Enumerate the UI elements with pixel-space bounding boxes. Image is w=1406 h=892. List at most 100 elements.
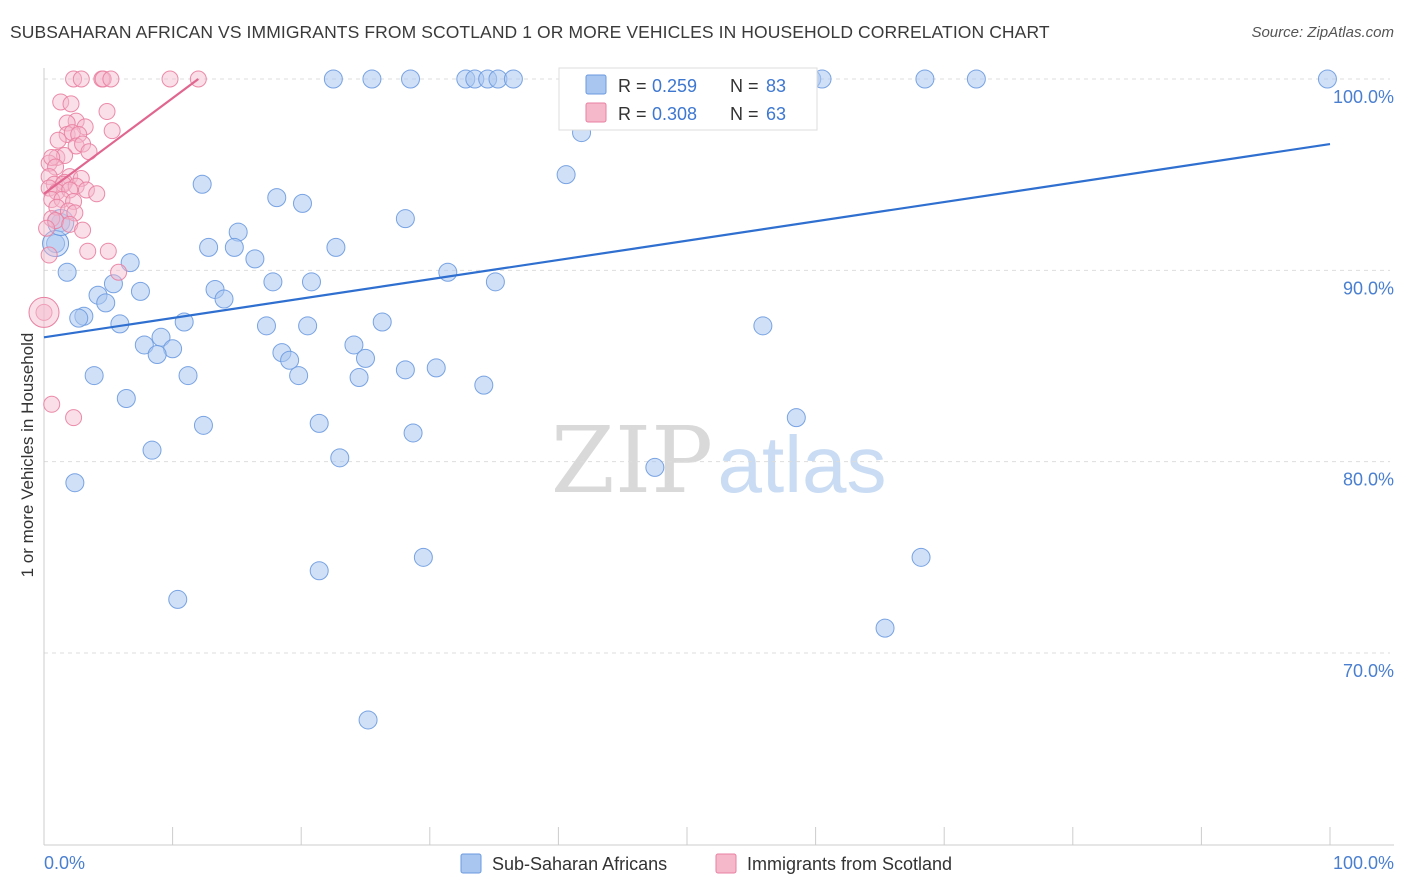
point-sub-saharan [214, 289, 234, 309]
point-sub-saharan [298, 316, 318, 336]
point-scotland [72, 70, 90, 88]
point-scotland [79, 242, 97, 260]
chart-title: SUBSAHARAN AFRICAN VS IMMIGRANTS FROM SC… [10, 22, 1050, 42]
point-scotland [43, 148, 61, 166]
legend-swatch-scotland [715, 853, 737, 874]
stats-n-value-pink: 63 [766, 104, 786, 124]
point-sub-saharan [911, 547, 931, 567]
stats-n-value-blue: 83 [766, 76, 786, 96]
point-sub-saharan [142, 440, 162, 460]
stats-r-label-pink: R = [618, 104, 647, 124]
point-scotland [52, 93, 70, 111]
point-sub-saharan [267, 188, 287, 208]
point-scotland [65, 409, 83, 427]
stats-legend-swatch-blue [585, 74, 607, 95]
stats-legend-swatch-pink [585, 102, 607, 123]
stats-n-label-blue: N = [730, 76, 759, 96]
point-scotland [49, 131, 67, 149]
stats-legend: R = 0.259 N = 83 R = 0.308 N = 63 [558, 67, 818, 131]
point-sub-saharan [103, 274, 123, 294]
point-sub-saharan [309, 413, 329, 433]
point-sub-saharan [301, 272, 321, 292]
point-sub-saharan [224, 237, 244, 257]
point-scotland [56, 147, 74, 165]
point-sub-saharan [485, 272, 505, 292]
point-sub-saharan [256, 316, 276, 336]
point-sub-saharan [65, 473, 85, 493]
point-sub-saharan [645, 457, 665, 477]
point-scotland [99, 242, 117, 260]
point-sub-saharan [372, 312, 392, 332]
point-scotland [98, 103, 116, 121]
series-sub-saharan-points [42, 69, 1337, 730]
point-sub-saharan [556, 165, 576, 185]
point-sub-saharan [362, 69, 382, 89]
point-scotland [77, 181, 95, 199]
point-sub-saharan [358, 710, 378, 730]
point-scotland [40, 246, 58, 264]
point-sub-saharan [245, 249, 265, 269]
point-scotland [62, 95, 80, 113]
x-tick-label-min: 0.0% [44, 853, 85, 873]
point-sub-saharan [130, 281, 150, 301]
point-scotland [103, 122, 121, 140]
point-scotland [88, 185, 106, 203]
point-sub-saharan [966, 69, 986, 89]
point-sub-saharan [292, 193, 312, 213]
y-tick-label: 80.0% [1343, 470, 1394, 490]
point-sub-saharan [403, 423, 423, 443]
point-scotland [47, 158, 65, 176]
trendlines [43, 78, 1331, 339]
stats-n-label-pink: N = [730, 104, 759, 124]
stats-r-value-pink: 0.308 [652, 104, 697, 124]
point-sub-saharan [326, 237, 346, 257]
point-sub-saharan [147, 345, 167, 365]
stats-r-label-blue: R = [618, 76, 647, 96]
point-sub-saharan [96, 293, 116, 313]
point-sub-saharan [280, 350, 300, 370]
point-scotland [59, 202, 77, 220]
point-sub-saharan [395, 209, 415, 229]
point-scotland [161, 70, 179, 88]
point-sub-saharan [503, 69, 523, 89]
point-sub-saharan [116, 389, 136, 409]
point-sub-saharan [344, 335, 364, 355]
point-sub-saharan [426, 358, 446, 378]
point-sub-saharan [168, 589, 188, 609]
point-sub-saharan [178, 366, 198, 386]
y-tick-label: 90.0% [1343, 278, 1394, 298]
point-sub-saharan [289, 366, 309, 386]
point-sub-saharan [199, 237, 219, 257]
legend-label-sub-saharan: Sub-Saharan Africans [492, 854, 667, 874]
point-sub-saharan [1317, 69, 1337, 89]
x-tick-label-max: 100.0% [1333, 853, 1394, 873]
point-sub-saharan [263, 272, 283, 292]
point-sub-saharan [330, 448, 350, 468]
point-sub-saharan [474, 375, 494, 395]
point-scotland [74, 221, 92, 239]
trendline-scotland [43, 78, 199, 195]
point-sub-saharan [356, 348, 375, 368]
point-sub-saharan [84, 366, 104, 386]
point-sub-saharan-large [42, 230, 70, 258]
y-tick-labels: 100.0% 90.0% 80.0% 70.0% [1333, 87, 1394, 681]
point-scotland [38, 219, 56, 237]
stats-r-value-blue: 0.259 [652, 76, 697, 96]
point-sub-saharan [193, 415, 213, 435]
point-sub-saharan [349, 367, 369, 387]
point-scotland [63, 124, 81, 142]
y-tick-label: 70.0% [1343, 661, 1394, 681]
y-tick-label: 100.0% [1333, 87, 1394, 107]
point-sub-saharan [57, 262, 77, 282]
legend-label-scotland: Immigrants from Scotland [747, 854, 952, 874]
source-label: Source: ZipAtlas.com [1251, 24, 1394, 41]
point-sub-saharan [192, 174, 212, 194]
point-sub-saharan [323, 69, 343, 89]
point-sub-saharan [309, 561, 329, 581]
watermark-atlas: atlas [718, 420, 887, 509]
series-legend: Sub-Saharan Africans Immigrants from Sco… [460, 853, 952, 874]
point-scotland [110, 263, 128, 281]
legend-swatch-sub-saharan [460, 853, 482, 874]
point-sub-saharan [915, 69, 935, 89]
